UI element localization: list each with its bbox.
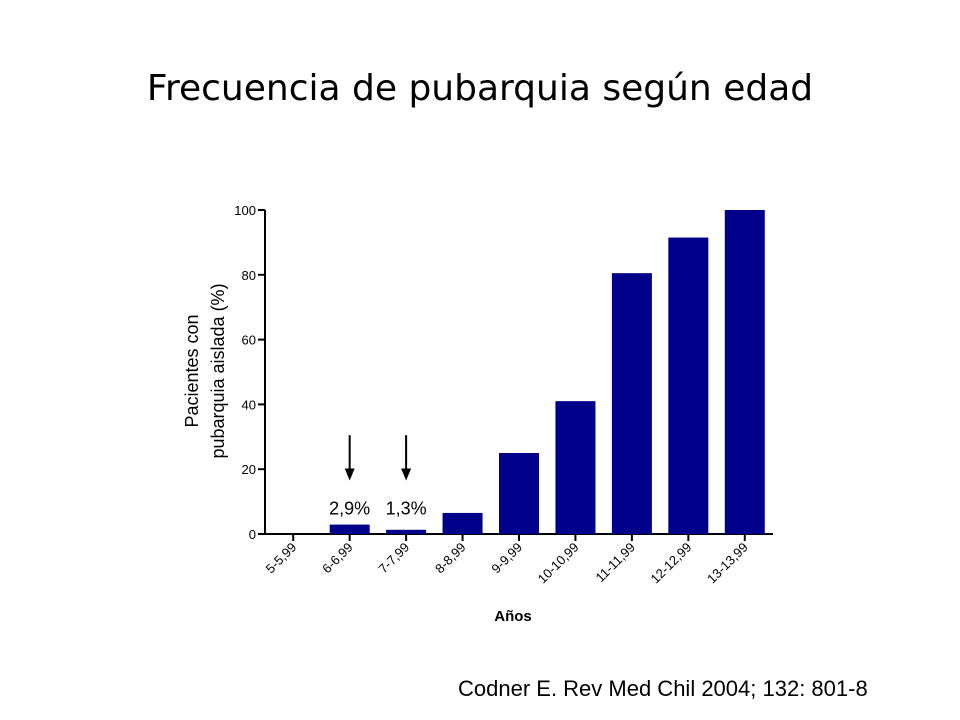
x-tick-label: 11-11,99 (592, 540, 638, 586)
bar-13-13,99 (724, 210, 765, 534)
bar-7-7,99 (386, 529, 427, 534)
y-tick-label: 100 (234, 203, 256, 218)
annotation-arrow-head (401, 468, 412, 481)
bar-12-12,99 (668, 237, 709, 535)
citation: Codner E. Rev Med Chil 2004; 132: 801-8 (458, 676, 868, 701)
x-tick-label: 6-6,99 (319, 540, 356, 577)
x-tick-label: 12-12,99 (648, 540, 695, 587)
y-axis-title-line-1: Pacientes con (182, 314, 202, 427)
bar-10-10,99 (555, 401, 596, 534)
x-tick-label: 7-7,99 (376, 540, 413, 577)
x-tick-label: 10-10,99 (535, 540, 582, 587)
y-tick-label: 60 (242, 333, 256, 348)
y-tick-label: 80 (242, 268, 256, 283)
x-tick-label: 5-5,99 (263, 540, 300, 577)
y-axis: 0 20 40 60 80 100 (234, 203, 266, 542)
annotation-arrow-head (344, 468, 355, 481)
y-tick-label: 0 (249, 527, 256, 542)
x-tick-label: 8-8,99 (432, 540, 469, 577)
y-axis-title-line-2: pubarquia aislada (%) (208, 283, 228, 458)
x-tick-label: 9-9,99 (488, 540, 525, 577)
bars (329, 210, 765, 535)
bar-11-11,99 (611, 273, 652, 534)
bar-9-9,99 (499, 453, 539, 534)
y-tick-label: 20 (242, 462, 256, 477)
slide-title: Frecuencia de pubarquia según edad (146, 68, 814, 109)
bar-6-6,99 (329, 524, 370, 534)
annotation-label: 1,3% (386, 499, 427, 519)
x-axis: 5-5,99 6-6,99 7-7,99 8-8,99 9-9,99 10-10,99 11… (263, 533, 773, 587)
x-axis-title: Años (494, 608, 532, 625)
annotation-label: 2,9% (329, 499, 370, 519)
x-tick-label: 13-13,99 (704, 540, 751, 587)
bar-8-8,99 (442, 512, 483, 534)
y-tick-label: 40 (242, 397, 256, 412)
annotations: 2,9% 1,3% (329, 435, 427, 519)
